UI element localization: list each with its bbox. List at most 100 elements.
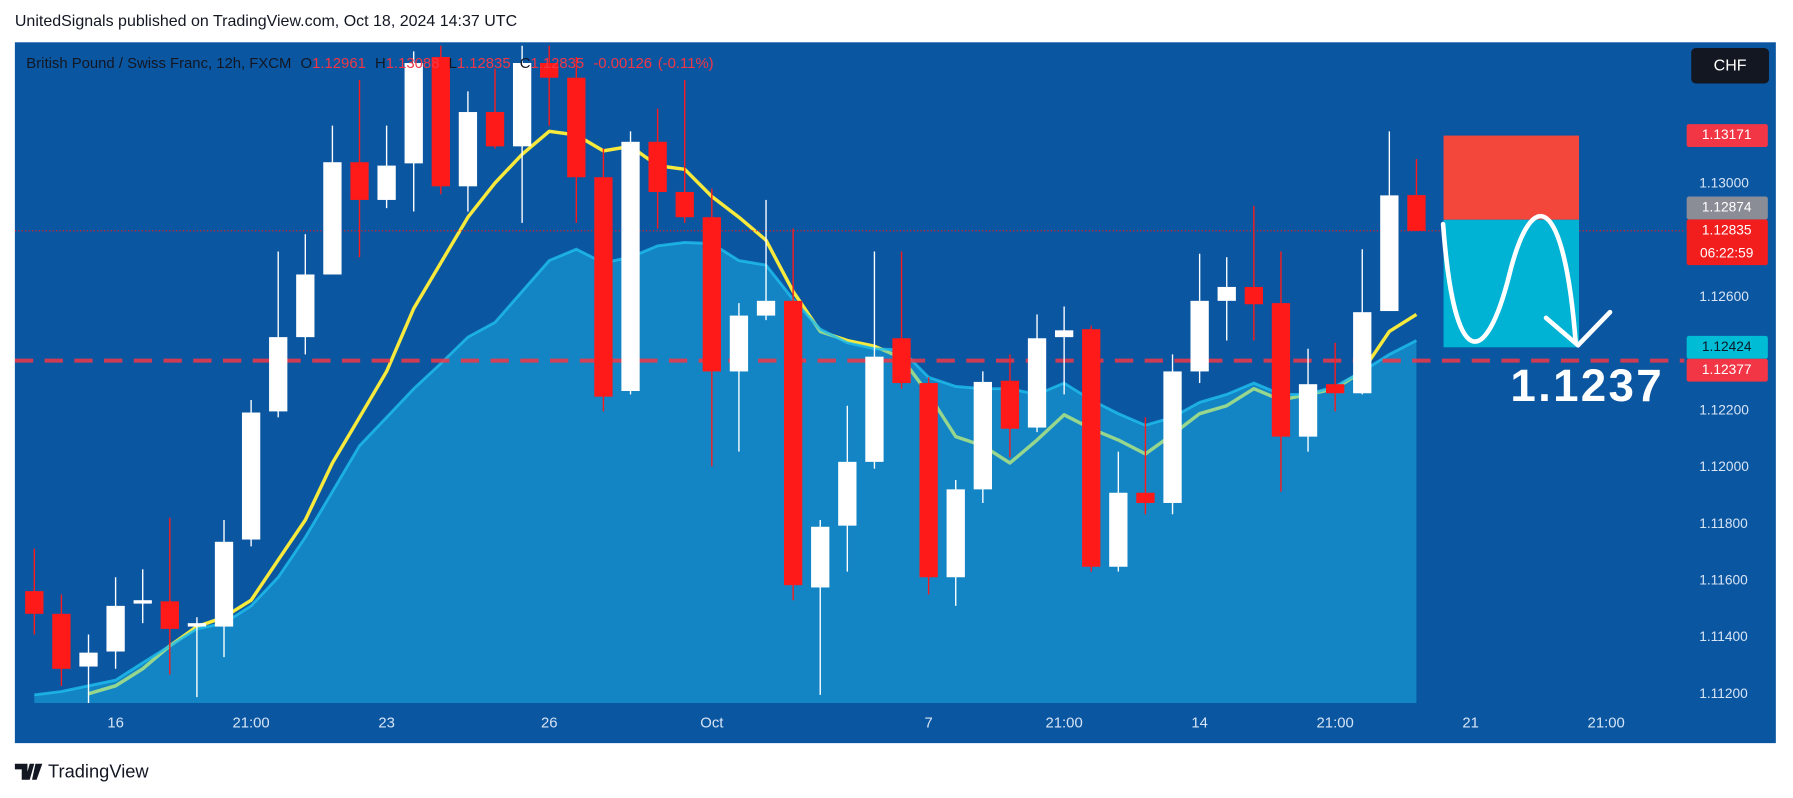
ma-area-line bbox=[34, 241, 1418, 697]
price-label-box bbox=[1686, 335, 1768, 359]
candle-body bbox=[458, 112, 478, 187]
plot-area bbox=[14, 45, 1685, 704]
candle-body bbox=[1163, 371, 1182, 503]
candle-body bbox=[296, 274, 315, 338]
publisher: UnitedSignals published on TradingView.c… bbox=[15, 13, 517, 30]
candle-body bbox=[838, 461, 857, 526]
candle-body bbox=[404, 62, 423, 164]
price-label: 1.12835 bbox=[1702, 222, 1752, 237]
candle-body bbox=[241, 412, 261, 540]
candle-body bbox=[1109, 492, 1128, 567]
price-label-box bbox=[1686, 358, 1768, 382]
candle-body bbox=[269, 337, 288, 412]
candle-body bbox=[1353, 312, 1372, 394]
ohlc-label: H bbox=[375, 56, 386, 72]
drawn-arrow bbox=[1440, 213, 1579, 346]
logo-mark bbox=[14, 763, 43, 780]
candle-body bbox=[79, 652, 98, 667]
y-tick-label: 1.12000 bbox=[1699, 459, 1749, 474]
ohlc-label: C bbox=[520, 56, 531, 72]
candle-body bbox=[756, 300, 776, 316]
x-tick-label: 14 bbox=[1191, 716, 1208, 732]
candle-body bbox=[865, 356, 884, 462]
position-stop-zone bbox=[1443, 135, 1580, 220]
price-label-box bbox=[1686, 196, 1768, 220]
candle-body bbox=[1136, 492, 1155, 503]
ohlc-value: 1.12961 bbox=[312, 56, 366, 72]
candle-body bbox=[919, 383, 938, 578]
candle-body bbox=[1244, 286, 1263, 305]
ma-line bbox=[88, 129, 1418, 696]
candle-body bbox=[1325, 384, 1345, 394]
x-tick-label: 21:00 bbox=[1588, 716, 1625, 732]
candle-body bbox=[675, 191, 694, 218]
candle-body bbox=[350, 162, 369, 200]
price-label: 1.12874 bbox=[1702, 200, 1752, 215]
y-tick-label: 1.12200 bbox=[1699, 402, 1749, 417]
candle-body bbox=[1190, 300, 1209, 372]
candle-body bbox=[1217, 286, 1236, 301]
currency-button[interactable] bbox=[1691, 48, 1769, 84]
candle-body bbox=[1082, 329, 1101, 567]
candle-body bbox=[1407, 195, 1426, 231]
price-label: 1.13171 bbox=[1702, 127, 1752, 142]
symbol: British Pound / Swiss Franc, 12h, FXCM bbox=[26, 56, 291, 72]
change-percent: (-0.11%) bbox=[658, 56, 714, 72]
y-tick-label: 1.11400 bbox=[1699, 629, 1748, 644]
price-label: 1.12424 bbox=[1702, 339, 1752, 354]
candle-body bbox=[1000, 380, 1020, 429]
candle-body bbox=[540, 62, 559, 78]
ohlc-value: 1.12835 bbox=[457, 56, 511, 72]
price-label: 1.12377 bbox=[1702, 362, 1752, 377]
ohlc-label: O bbox=[301, 56, 313, 72]
currency-label[interactable]: CHF bbox=[1714, 58, 1747, 75]
candle-body bbox=[187, 623, 207, 627]
candle-body bbox=[160, 601, 179, 629]
x-tick-label: 21:00 bbox=[1317, 716, 1354, 732]
y-tick-label: 1.11200 bbox=[1699, 686, 1748, 701]
candle-body bbox=[1271, 303, 1291, 437]
candle-body bbox=[783, 300, 803, 586]
x-tick-label: 21:00 bbox=[233, 716, 270, 732]
candle-body bbox=[1027, 338, 1047, 428]
candle-body bbox=[648, 141, 667, 192]
candle-body bbox=[106, 605, 125, 652]
candle-body bbox=[25, 591, 44, 614]
candle-body bbox=[973, 381, 992, 490]
price-label-box bbox=[1686, 219, 1768, 266]
candle-body bbox=[1298, 384, 1318, 437]
candle-body bbox=[485, 112, 505, 147]
candle-body bbox=[946, 489, 965, 578]
x-tick-label: 7 bbox=[924, 716, 932, 732]
y-tick-label: 1.12600 bbox=[1699, 289, 1749, 304]
footer-logo bbox=[14, 763, 43, 780]
candle-body bbox=[702, 217, 721, 372]
candle-body bbox=[512, 62, 532, 147]
candle-body bbox=[52, 613, 71, 669]
candle-body bbox=[621, 141, 640, 391]
footer-brand: TradingView bbox=[48, 761, 149, 782]
y-tick-label: 1.11600 bbox=[1699, 573, 1748, 588]
candle-body bbox=[729, 315, 749, 372]
y-tick-label: 1.13000 bbox=[1699, 176, 1749, 191]
candle-body bbox=[892, 338, 911, 384]
drawn-arrow-head bbox=[1543, 309, 1613, 348]
x-tick-label: 21 bbox=[1462, 716, 1479, 732]
candle-body bbox=[567, 77, 586, 178]
change: -0.00126 bbox=[593, 56, 652, 72]
x-tick-label: 21:00 bbox=[1046, 716, 1083, 732]
candle-body bbox=[1054, 330, 1074, 338]
ohlc-value: 1.13088 bbox=[386, 56, 440, 72]
overlay bbox=[1443, 135, 1580, 348]
legend-header: British Pound / Swiss Franc, 12h, FXCM O1… bbox=[26, 56, 713, 72]
x-tick-label: 16 bbox=[107, 716, 124, 732]
x-tick-label: 23 bbox=[378, 716, 395, 732]
annotation: 1.1237 bbox=[1510, 360, 1664, 411]
y-tick-label: 1.11800 bbox=[1699, 516, 1748, 531]
price-countdown: 06:22:59 bbox=[1700, 245, 1753, 260]
candle-body bbox=[133, 600, 152, 604]
ohlc-label: L bbox=[449, 56, 457, 72]
candle-body bbox=[214, 541, 234, 627]
